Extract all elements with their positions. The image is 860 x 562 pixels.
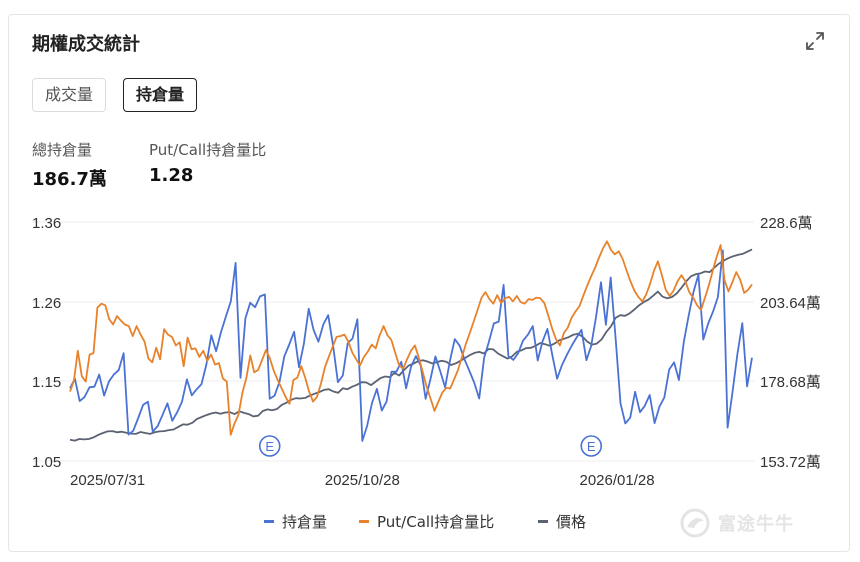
tab-open-interest[interactable]: 持倉量 — [123, 78, 198, 112]
earnings-marker-circle[interactable] — [258, 435, 281, 457]
y-left-tick-label: 1.26 — [32, 295, 61, 312]
earnings-marker: E — [258, 435, 281, 457]
pc-ratio-value: 1.28 — [149, 165, 194, 186]
tab-volume[interactable]: 成交量 — [32, 78, 107, 112]
futu-logo-icon — [680, 508, 710, 538]
earnings-marker-circle[interactable] — [580, 435, 603, 457]
futu-watermark: 富途牛牛 — [678, 508, 794, 538]
legend-swatch-price — [538, 520, 548, 523]
series-line-0 — [69, 249, 753, 442]
earnings-marker: E — [580, 435, 603, 457]
y-right-tick-label: 178.68萬 — [760, 374, 821, 391]
earnings-marker-label: E — [587, 439, 596, 454]
total-oi-label: 總持倉量 — [32, 141, 93, 159]
x-tick-label: 2025/07/31 — [70, 472, 145, 489]
y-right-tick-label: 228.6萬 — [760, 215, 813, 232]
legend-item-ratio[interactable]: Put/Call持倉量比 — [359, 511, 494, 532]
y-right-tick-label: 203.64萬 — [760, 295, 821, 312]
watermark-text: 富途牛牛 — [718, 514, 794, 535]
legend-swatch-ratio — [359, 520, 369, 523]
y-left-tick-label: 1.36 — [32, 215, 61, 232]
series-line-2 — [69, 248, 753, 442]
expand-icon[interactable] — [804, 30, 826, 52]
legend-label-oi: 持倉量 — [282, 513, 328, 531]
pc-ratio-label: Put/Call持倉量比 — [149, 141, 267, 159]
series-line-1 — [69, 240, 753, 436]
page-title: 期權成交統計 — [32, 34, 140, 55]
legend-label-ratio: Put/Call持倉量比 — [377, 513, 495, 531]
legend-item-oi[interactable]: 持倉量 — [264, 511, 327, 532]
x-tick-label: 2026/01/28 — [579, 472, 654, 489]
earnings-marker-label: E — [265, 439, 274, 454]
x-tick-label: 2025/10/28 — [325, 472, 400, 489]
y-left-tick-label: 1.15 — [32, 374, 61, 391]
total-oi-value: 186.7萬 — [32, 169, 107, 190]
y-right-tick-label: 153.72萬 — [760, 454, 821, 471]
legend-swatch-oi — [264, 520, 274, 523]
legend-label-price: 價格 — [556, 513, 587, 531]
y-left-tick-label: 1.05 — [32, 454, 61, 471]
legend-item-price[interactable]: 價格 — [538, 511, 586, 532]
